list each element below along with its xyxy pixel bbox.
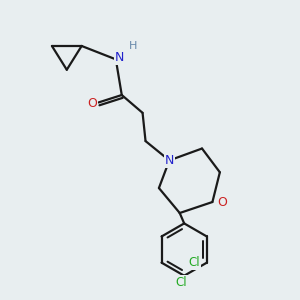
- Text: Cl: Cl: [188, 256, 200, 269]
- Text: H: H: [129, 41, 137, 51]
- Text: N: N: [165, 154, 174, 167]
- Text: O: O: [217, 196, 227, 208]
- Text: N: N: [115, 51, 124, 64]
- Text: O: O: [87, 98, 97, 110]
- Text: Cl: Cl: [176, 276, 187, 289]
